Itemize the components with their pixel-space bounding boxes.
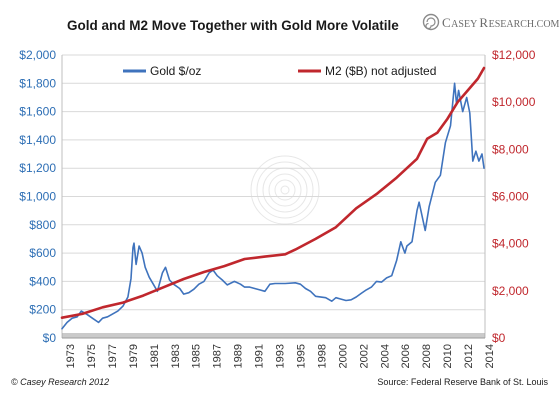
- x-tick-label: 2014: [484, 344, 496, 368]
- x-tick-label: 2006: [400, 344, 412, 368]
- y-left-tick-label: $1,800: [19, 76, 56, 90]
- y-left-tick-label: $1,000: [19, 190, 56, 204]
- brand-r: R: [479, 15, 488, 30]
- m2-money-supply-line: [60, 66, 486, 319]
- x-tick-label: 1987: [212, 344, 224, 368]
- y-left-tick-label: $1,600: [19, 105, 56, 119]
- footer-copyright: © Casey Research 2012: [11, 377, 109, 387]
- x-tick-label: 1989: [233, 344, 245, 368]
- x-tick-label: 2008: [421, 344, 433, 368]
- y-axis-right: $0 $2,000 $4,000 $6,000 $8,000 $10,000 $12,000: [492, 48, 536, 345]
- y-right-tick-label: $8,000: [492, 142, 529, 156]
- watermark-spiral-icon: [250, 155, 320, 225]
- brand-name: CASEY RESEARCH.COM: [442, 15, 560, 30]
- brand-esearch: ESEARCH: [489, 19, 535, 30]
- x-tick-label: 1977: [107, 344, 119, 368]
- x-tick-label: 2010: [442, 344, 454, 368]
- gold-price-line: [61, 82, 485, 330]
- y-axis-left: $0 $200 $400 $600 $800 $1,000 $1,200 $1,400 $1,6…: [19, 48, 56, 345]
- chart-title: Gold and M2 Move Together with Gold More…: [67, 18, 399, 33]
- y-right-tick-label: $12,000: [492, 48, 536, 62]
- x-tick-label: 1985: [191, 344, 203, 368]
- y-left-tick-label: $600: [29, 246, 56, 260]
- x-tick-label: 1995: [295, 344, 307, 368]
- x-tick-label: 2000: [337, 344, 349, 368]
- legend-gold-label: Gold $/oz: [150, 64, 201, 78]
- y-right-tick-label: $6,000: [492, 190, 529, 204]
- x-tick-label: 2012: [463, 344, 475, 368]
- y-right-tick-label: $2,000: [492, 284, 529, 298]
- x-axis-tick-band: [62, 333, 485, 338]
- x-tick-label: 1979: [128, 344, 140, 368]
- x-tick-label: 1998: [316, 344, 328, 368]
- y-left-tick-label: $200: [29, 303, 56, 317]
- y-right-tick-label: $10,000: [492, 95, 536, 109]
- brand-com: .COM: [534, 19, 559, 30]
- x-tick-label: 1991: [254, 344, 266, 368]
- spiral-logo-icon: [422, 13, 440, 31]
- x-tick-label: 2004: [379, 344, 391, 368]
- x-tick-label: 1981: [149, 344, 161, 368]
- gridlines: [61, 54, 486, 338]
- y-right-tick-label: $4,000: [492, 237, 529, 251]
- x-tick-label: 1993: [275, 344, 287, 368]
- series-lines: [60, 66, 486, 330]
- y-left-tick-label: $1,400: [19, 133, 56, 147]
- brand-c: C: [442, 15, 451, 30]
- footer-source: Source: Federal Reserve Bank of St. Loui…: [377, 377, 548, 387]
- y-left-tick-label: $2,000: [19, 48, 56, 62]
- legend-m2-label: M2 ($B) not adjusted: [325, 64, 436, 78]
- legend: Gold $/oz M2 ($B) not adjusted: [123, 64, 436, 78]
- brand-logo: CASEY RESEARCH.COM: [422, 13, 560, 31]
- x-tick-label: 2002: [358, 344, 370, 368]
- x-axis: 1973 1975 1977 1979 1981 1983 1985 1987 1989 1991…: [62, 333, 496, 368]
- y-left-tick-label: $1,200: [19, 161, 56, 175]
- x-tick-label: 1973: [65, 344, 77, 368]
- x-tick-label: 1983: [170, 344, 182, 368]
- y-left-tick-label: $400: [29, 274, 56, 288]
- x-tick-label: 1975: [86, 344, 98, 368]
- y-right-tick-label: $0: [492, 331, 506, 345]
- brand-asey: ASEY: [451, 19, 479, 30]
- y-left-tick-label: $800: [29, 218, 56, 232]
- y-left-tick-label: $0: [43, 331, 57, 345]
